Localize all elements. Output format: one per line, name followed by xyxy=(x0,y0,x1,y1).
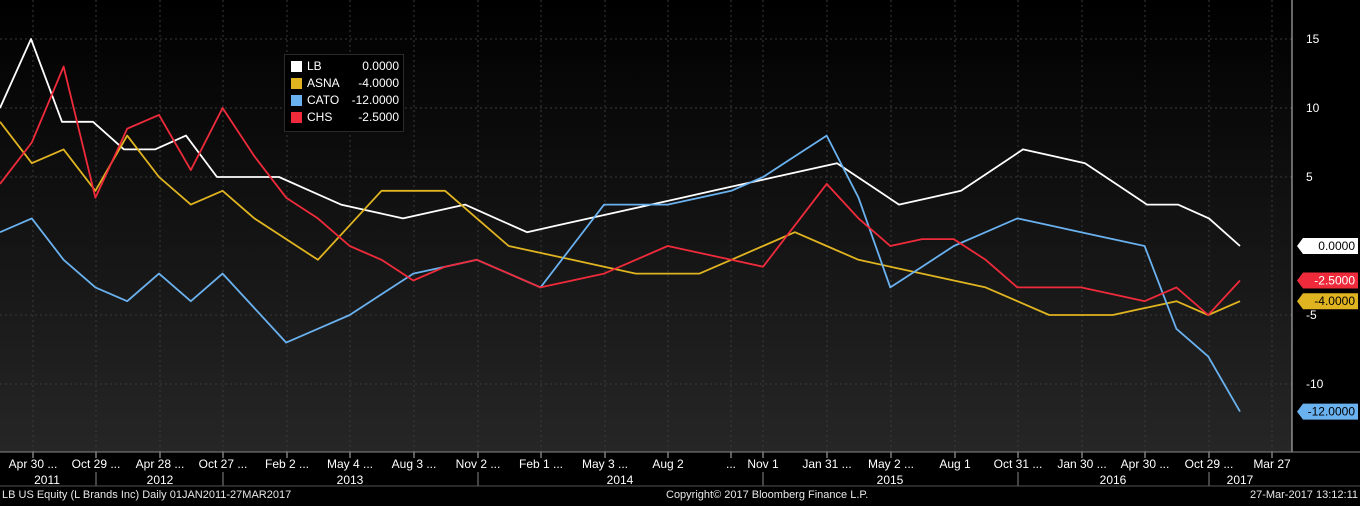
x-tick-label: Oct 29 ... xyxy=(72,457,121,471)
x-tick-label: May 2 ... xyxy=(868,457,914,471)
legend: LB 0.0000 ASNA -4.0000 CATO -12.0000 CHS -2.500… xyxy=(284,54,404,132)
legend-label: LB xyxy=(307,59,322,73)
legend-label: ASNA xyxy=(307,76,340,90)
x-tick-label: Mar 27 xyxy=(1253,457,1291,471)
series-lines xyxy=(0,38,1241,413)
x-tick-label: Aug 3 ... xyxy=(392,457,437,471)
plot-background xyxy=(0,0,1292,452)
y-tick-label: -5 xyxy=(1306,308,1317,322)
legend-value: -4.0000 xyxy=(358,76,399,90)
x-tick-label: ... xyxy=(726,457,736,471)
x-year-label: 2016 xyxy=(1100,473,1127,487)
legend-value: -2.5000 xyxy=(358,110,399,124)
y-tick-label: -10 xyxy=(1306,377,1324,391)
legend-label: CATO xyxy=(307,93,340,107)
x-year-label: 2013 xyxy=(337,473,364,487)
legend-label: CHS xyxy=(307,110,333,124)
series-line-lb xyxy=(0,38,1241,247)
x-tick-label: Nov 1 xyxy=(747,457,779,471)
x-tick-label: Aug 1 xyxy=(939,457,971,471)
legend-swatch xyxy=(291,95,302,106)
last-value-labels: 0.0000 -4.0000 -12.0000 -2.5000 xyxy=(1297,238,1358,420)
x-tick-label: Jan 30 ... xyxy=(1057,457,1106,471)
x-year-label: 2012 xyxy=(147,473,174,487)
legend-value: -12.0000 xyxy=(351,93,399,107)
x-year-label: 2017 xyxy=(1227,473,1254,487)
x-tick-label: Oct 27 ... xyxy=(199,457,248,471)
legend-swatch xyxy=(291,78,302,89)
x-tick-label: Apr 28 ... xyxy=(136,457,185,471)
legend-swatch xyxy=(291,61,302,72)
legend-item-asna: ASNA -4.0000 xyxy=(291,76,399,92)
last-value-text: -4.0000 xyxy=(1314,294,1355,308)
x-year-label: 2015 xyxy=(877,473,904,487)
x-tick-label: Oct 29 ... xyxy=(1185,457,1234,471)
x-tick-label: Aug 2 xyxy=(652,457,684,471)
axes: 15 10 5 -5 -10 Apr 30 ... Oct 29 ... Apr 28 ...… xyxy=(0,0,1360,487)
last-value-tag-lb: 0.0000 xyxy=(1297,238,1358,254)
legend-swatch xyxy=(291,112,302,123)
legend-item-cato: CATO -12.0000 xyxy=(291,93,399,109)
last-value-tag-cato: -12.0000 xyxy=(1297,403,1358,420)
x-tick-label: Oct 31 ... xyxy=(994,457,1043,471)
y-tick-label: 15 xyxy=(1306,32,1320,46)
last-value-text: -2.5000 xyxy=(1314,274,1355,288)
series-line-asna xyxy=(0,121,1241,316)
legend-item-lb: LB 0.0000 xyxy=(291,59,399,75)
x-tick-label: Apr 30 ... xyxy=(9,457,58,471)
y-tick-label: 10 xyxy=(1306,101,1320,115)
last-value-text: 0.0000 xyxy=(1318,239,1355,253)
x-tick-label: Feb 2 ... xyxy=(265,457,309,471)
series-line-chs xyxy=(0,65,1241,316)
legend-item-chs: CHS -2.5000 xyxy=(291,110,399,126)
footer-security-info: LB US Equity (L Brands Inc) Daily 01JAN2… xyxy=(2,489,292,501)
x-year-label: 2011 xyxy=(34,473,60,487)
x-year-label: 2014 xyxy=(607,473,634,487)
x-tick-label: Feb 1 ... xyxy=(519,457,563,471)
series-line-cato xyxy=(0,134,1241,413)
y-tick-label: 5 xyxy=(1306,170,1313,184)
x-tick-label: May 3 ... xyxy=(582,457,628,471)
x-tick-label: Jan 31 ... xyxy=(802,457,851,471)
last-value-text: -12.0000 xyxy=(1308,405,1356,419)
x-tick-label: Apr 30 ... xyxy=(1121,457,1170,471)
x-tick-label: May 4 ... xyxy=(327,457,373,471)
footer-copyright: Copyright© 2017 Bloomberg Finance L.P. xyxy=(666,489,869,501)
legend-value: 0.0000 xyxy=(362,59,399,73)
x-tick-label: Nov 2 ... xyxy=(456,457,501,471)
last-value-tag-chs: -2.5000 xyxy=(1297,272,1358,289)
footer-timestamp: 27-Mar-2017 13:12:11 xyxy=(1249,489,1358,501)
last-value-tag-asna: -4.0000 xyxy=(1297,293,1358,310)
